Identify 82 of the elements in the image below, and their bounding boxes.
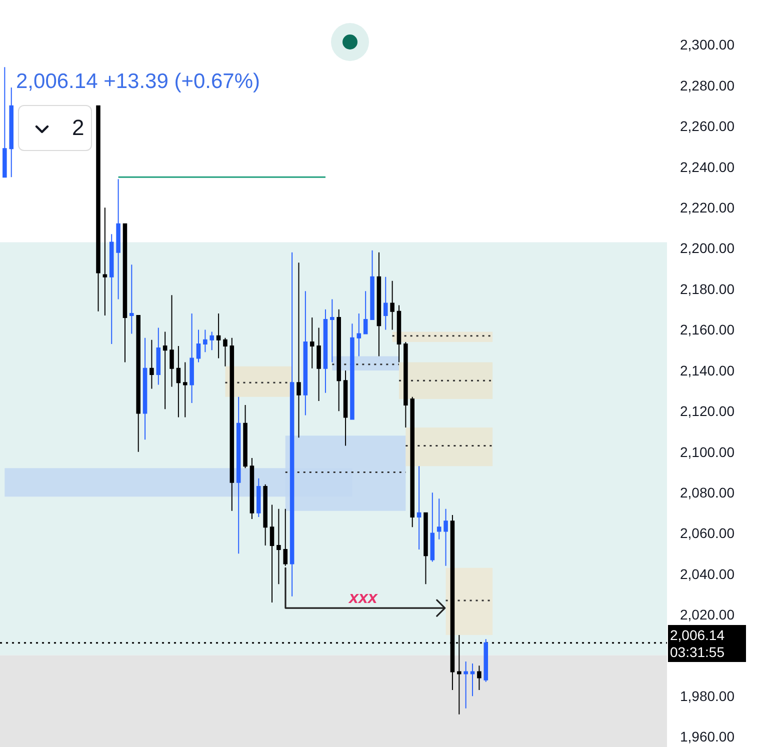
- y-tick-label: 2,220.00: [680, 200, 735, 216]
- candlestick: [170, 294, 174, 388]
- candlestick: [444, 508, 448, 566]
- candlestick: [263, 484, 268, 546]
- y-tick-label: 2,140.00: [680, 362, 735, 378]
- annotation: 2,006.14 +13.39 (+0.67%): [16, 70, 260, 94]
- candlestick: [223, 337, 228, 367]
- y-tick-label: 2,260.00: [680, 118, 735, 134]
- candlestick: [142, 337, 148, 440]
- y-tick-label: 2,060.00: [680, 525, 735, 542]
- y-tick-label: 2,020.00: [680, 606, 735, 623]
- candlestick: [363, 290, 368, 334]
- candlestick: [290, 252, 294, 597]
- y-tick-label: 2,160.00: [680, 322, 735, 338]
- annotation: 2: [72, 115, 84, 140]
- candlestick: [336, 308, 341, 412]
- candlestick: [190, 312, 194, 404]
- candlestick: [256, 478, 261, 518]
- candlestick: [477, 665, 482, 691]
- candlestick: [102, 207, 108, 316]
- candlestick: [130, 264, 134, 334]
- candlestick: [109, 234, 114, 344]
- candlestick: [203, 329, 208, 353]
- candlestick: [376, 252, 382, 357]
- candlestick: [156, 327, 161, 386]
- y-tick-label: 2,040.00: [680, 566, 735, 582]
- candlestick: [303, 290, 308, 416]
- candlestick: [404, 341, 408, 428]
- candlestick: [116, 178, 120, 300]
- candlestick: [236, 396, 241, 554]
- candlestick: [323, 308, 328, 394]
- candlestick: [330, 298, 334, 363]
- candlestick: [296, 262, 301, 438]
- ref-line-label: 2,006.14: [670, 627, 725, 643]
- candlestick: [2, 66, 7, 178]
- candlestick: [122, 223, 128, 363]
- y-tick-label: 2,080.00: [680, 484, 735, 500]
- candlestick: [396, 304, 402, 363]
- candlestick: [464, 661, 468, 709]
- candlestick: [250, 457, 254, 520]
- text: 03:31:55: [670, 644, 725, 660]
- candlestick: [424, 512, 428, 585]
- y-tick-label: 2,120.00: [680, 403, 735, 420]
- y-tick-label: 2,280.00: [680, 77, 735, 94]
- y-tick-label: 2,300.00: [680, 36, 735, 53]
- candlestick: [390, 280, 394, 330]
- candlestick: [436, 498, 442, 540]
- candlestick: [310, 317, 314, 369]
- candlestick: [350, 323, 354, 420]
- y-tick-label: 2,240.00: [680, 158, 735, 175]
- y-tick-label: 1,960.00: [680, 728, 735, 745]
- y-tick-label: 1,980.00: [680, 688, 735, 704]
- y-tick-label: 2,200.00: [680, 240, 735, 256]
- candlestick: [316, 327, 321, 402]
- candlestick: [283, 508, 288, 566]
- candlestick: [176, 346, 181, 418]
- candlestick: [162, 331, 168, 410]
- collapse-button: 2: [18, 105, 92, 151]
- candlestick: [182, 362, 188, 418]
- candlestick: [216, 312, 221, 359]
- candlestick: [383, 276, 388, 330]
- candlestick: [243, 404, 248, 469]
- candlestick: [9, 87, 14, 178]
- candlestick: [430, 492, 435, 562]
- candlestick: [96, 105, 100, 312]
- candlestick: [416, 466, 422, 550]
- candlestick: [370, 250, 374, 320]
- candlestick: [136, 314, 140, 452]
- candlestick: [343, 370, 348, 446]
- candlestick: [150, 339, 154, 390]
- candlestick: [270, 504, 274, 603]
- candlestick: [410, 396, 414, 528]
- y-tick-label: 2,180.00: [680, 280, 735, 297]
- candlestick: [484, 638, 488, 682]
- candlestick: [210, 331, 214, 351]
- annotation: xxx: [348, 588, 379, 607]
- candlestick: [276, 508, 281, 585]
- candlestick: [230, 337, 234, 512]
- candlestick: [356, 312, 362, 357]
- y-tick-label: 2,100.00: [680, 444, 735, 460]
- candlestick: [196, 329, 201, 363]
- candlestick: [470, 663, 475, 697]
